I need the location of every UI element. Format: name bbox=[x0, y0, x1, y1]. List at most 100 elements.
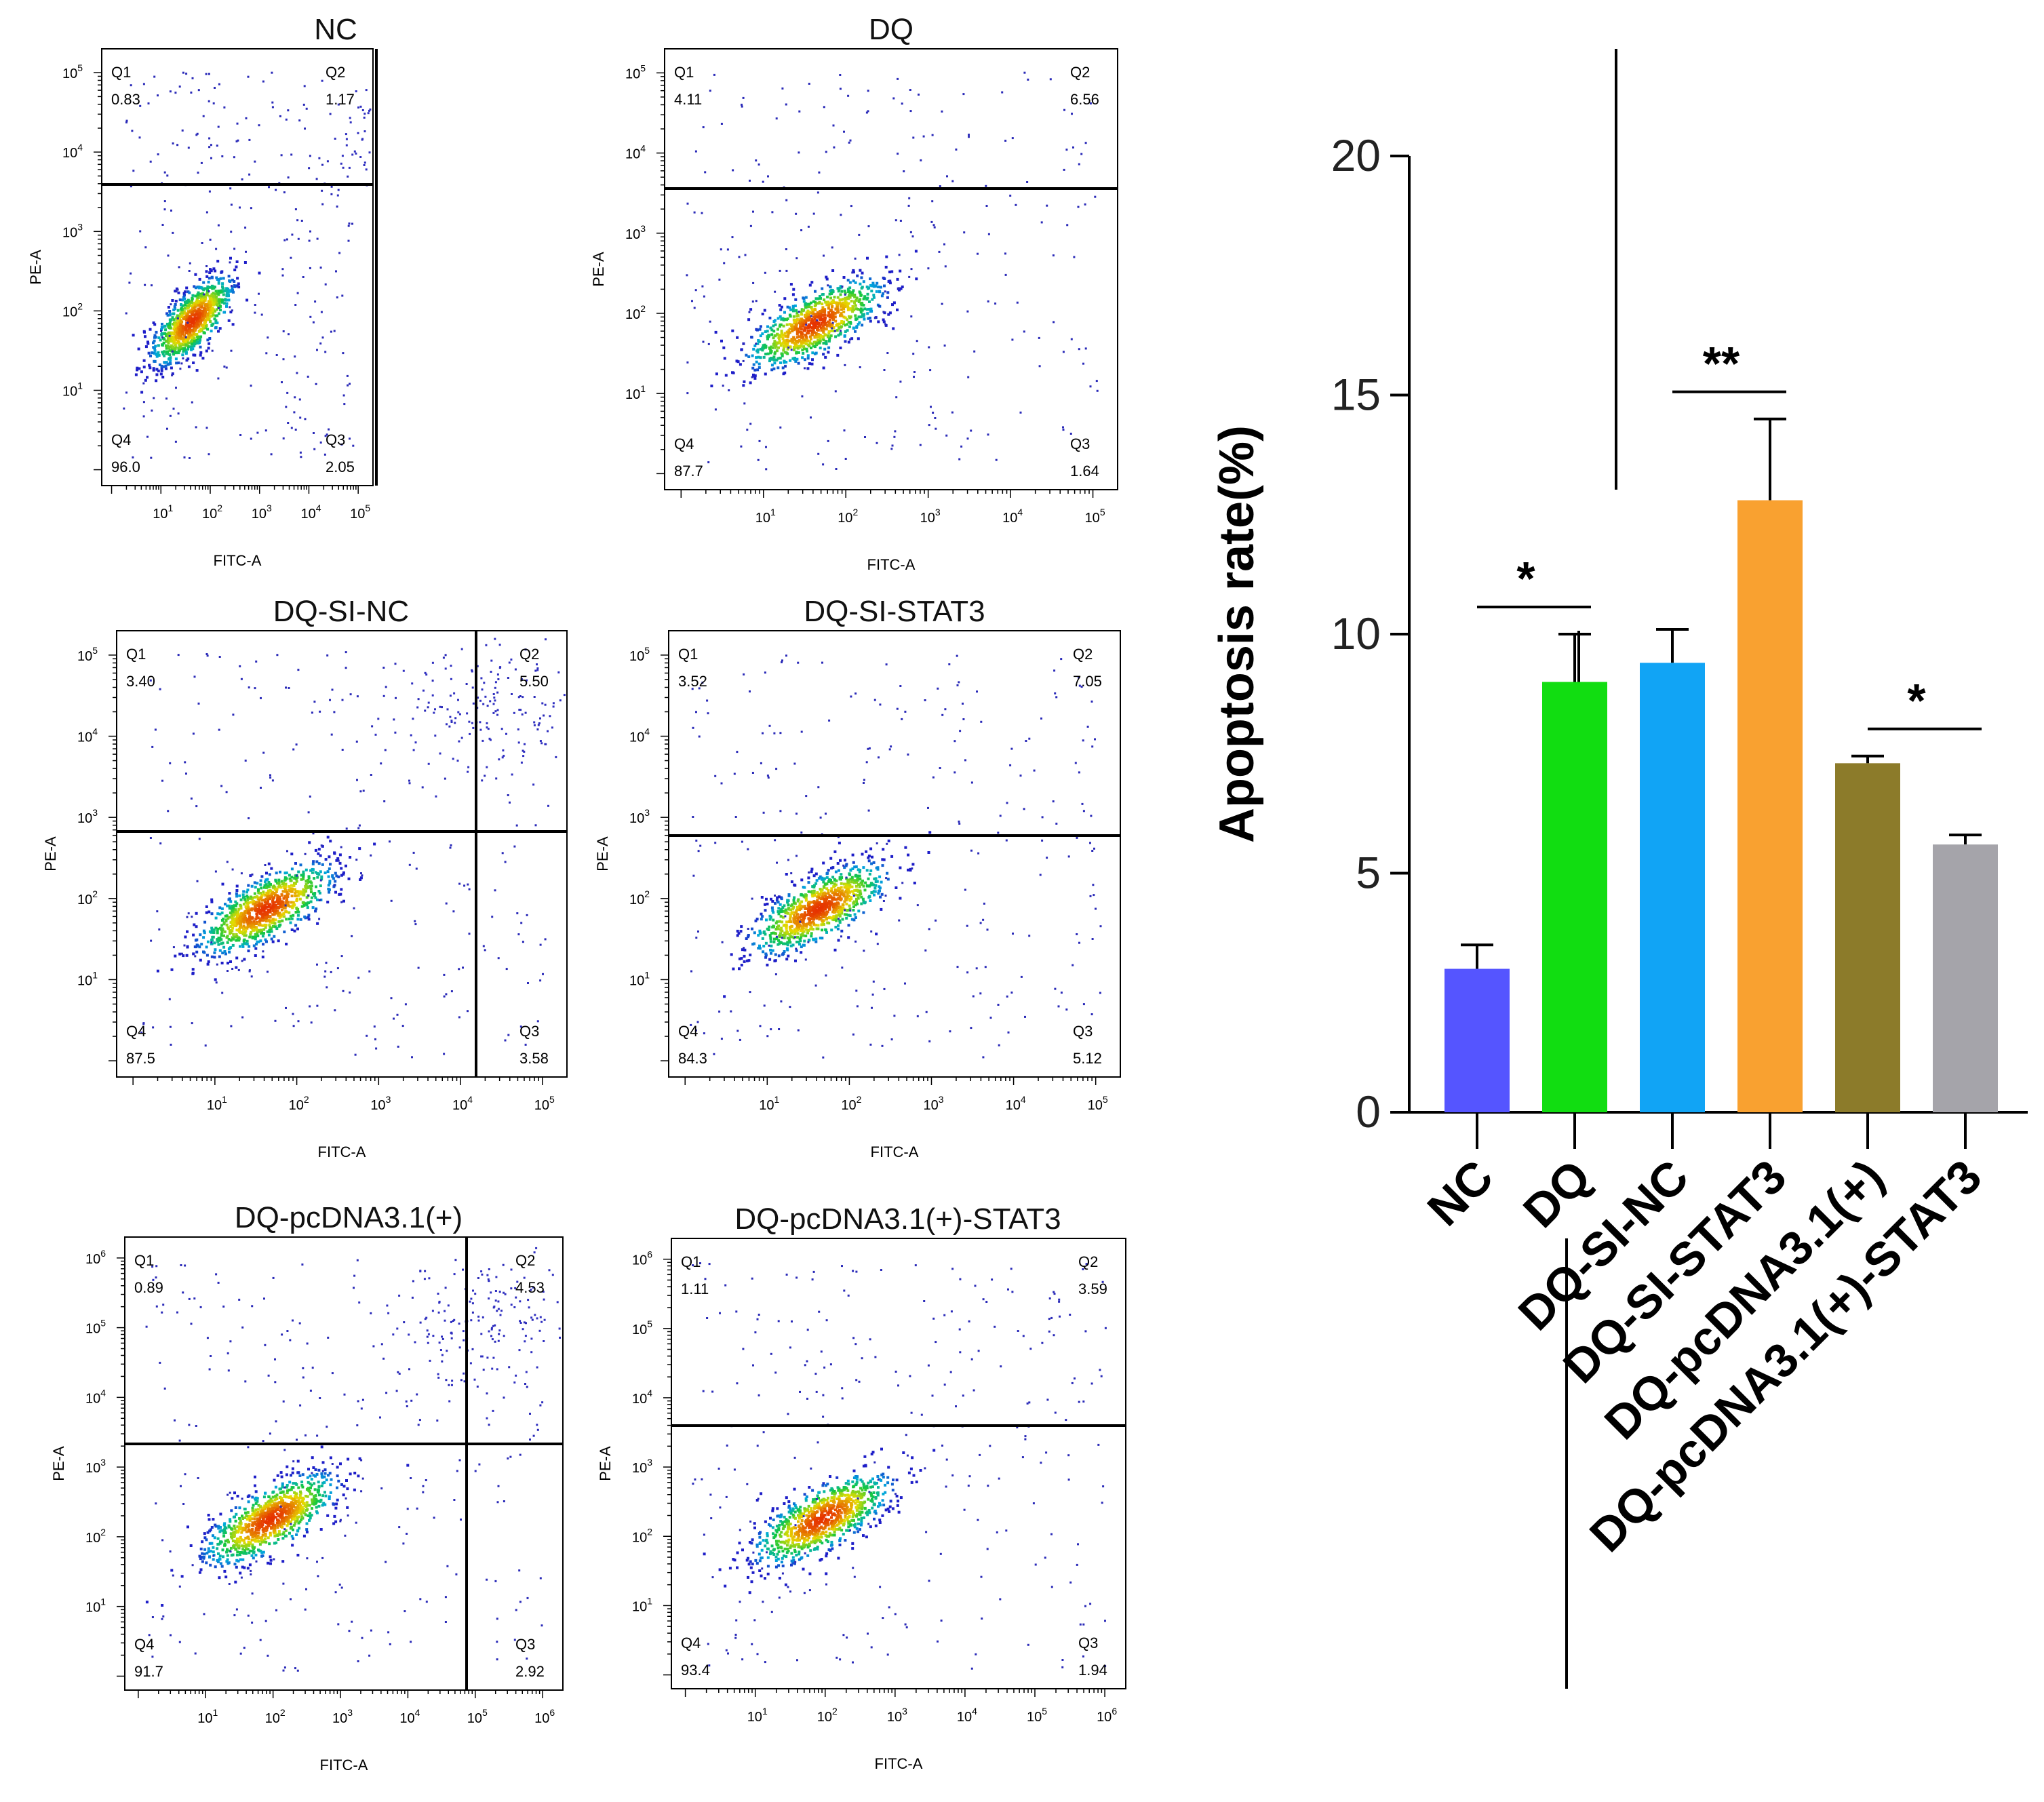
x-tick-label: 105 bbox=[350, 503, 370, 522]
event-dot bbox=[899, 254, 901, 256]
event-dot bbox=[170, 340, 173, 342]
event-dot bbox=[269, 916, 272, 919]
event-dot bbox=[479, 729, 481, 731]
event-dot bbox=[826, 296, 829, 298]
event-dot bbox=[445, 654, 447, 656]
event-dot bbox=[329, 699, 331, 701]
event-dot bbox=[485, 644, 487, 646]
event-dot bbox=[792, 309, 795, 312]
event-dot bbox=[763, 931, 766, 933]
event-dot bbox=[810, 306, 813, 309]
event-dot bbox=[218, 126, 220, 128]
event-dot bbox=[325, 858, 328, 861]
event-dot bbox=[203, 115, 205, 117]
event-dot bbox=[408, 780, 410, 782]
event-dot bbox=[342, 990, 345, 992]
event-dot bbox=[297, 911, 300, 914]
event-dot bbox=[785, 958, 788, 960]
event-dot bbox=[160, 330, 162, 332]
event-dot bbox=[764, 353, 767, 355]
event-dot bbox=[201, 302, 203, 305]
event-dot bbox=[201, 357, 204, 359]
event-dot bbox=[1026, 181, 1028, 183]
event-dot bbox=[815, 297, 818, 300]
event-dot bbox=[807, 357, 810, 359]
event-dot bbox=[191, 321, 193, 324]
event-dot bbox=[345, 651, 347, 653]
x-axis-label: FITC-A bbox=[214, 552, 262, 569]
event-dot bbox=[1094, 196, 1096, 198]
event-dot bbox=[304, 128, 306, 130]
event-dot bbox=[861, 287, 863, 290]
event-dot bbox=[285, 1007, 287, 1009]
event-dot bbox=[814, 309, 817, 311]
event-dot bbox=[329, 863, 332, 865]
event-dot bbox=[836, 323, 839, 326]
event-dot bbox=[212, 308, 214, 311]
event-dot bbox=[968, 134, 970, 136]
event-dot bbox=[450, 720, 452, 722]
event-dot bbox=[305, 869, 308, 871]
event-dot bbox=[153, 397, 155, 399]
event-dot bbox=[502, 749, 504, 751]
event-dot bbox=[814, 353, 817, 355]
event-dot bbox=[235, 266, 237, 269]
event-dot bbox=[359, 825, 361, 827]
event-dot bbox=[840, 930, 843, 933]
event-dot bbox=[472, 686, 474, 688]
event-dot bbox=[870, 290, 873, 292]
event-dot bbox=[199, 346, 202, 349]
event-dot bbox=[208, 290, 210, 292]
event-dot bbox=[863, 318, 865, 321]
event-dot bbox=[923, 136, 925, 138]
y-tick-label: 103 bbox=[62, 221, 83, 240]
event-dot bbox=[755, 356, 758, 359]
event-dot bbox=[823, 923, 825, 926]
event-dot bbox=[283, 358, 285, 360]
event-dot bbox=[231, 909, 233, 912]
event-dot bbox=[861, 313, 864, 316]
event-dot bbox=[252, 874, 254, 876]
event-dot bbox=[869, 320, 872, 323]
event-dot bbox=[686, 274, 688, 276]
event-dot bbox=[799, 903, 802, 905]
event-dot bbox=[220, 942, 223, 945]
event-dot bbox=[295, 899, 298, 902]
event-dot bbox=[357, 827, 359, 829]
event-dot bbox=[537, 1020, 539, 1022]
event-dot bbox=[255, 943, 258, 945]
event-dot bbox=[780, 927, 783, 930]
event-dot bbox=[192, 968, 195, 971]
event-dot bbox=[791, 338, 793, 340]
event-dot bbox=[302, 276, 304, 278]
event-dot bbox=[741, 964, 743, 966]
event-dot bbox=[328, 876, 330, 878]
q3-value: 3.58 bbox=[519, 1050, 549, 1067]
event-dot bbox=[913, 882, 916, 884]
event-dot bbox=[1004, 140, 1006, 142]
event-dot bbox=[342, 900, 345, 903]
event-dot bbox=[336, 296, 338, 298]
event-dot bbox=[536, 663, 538, 665]
event-dot bbox=[822, 463, 824, 465]
event-dot bbox=[907, 854, 909, 857]
event-dot bbox=[273, 884, 275, 887]
event-dot bbox=[286, 239, 288, 241]
event-dot bbox=[707, 461, 709, 463]
event-dot bbox=[487, 705, 489, 707]
event-dot bbox=[312, 906, 315, 909]
event-dot bbox=[345, 133, 347, 135]
event-dot bbox=[136, 367, 138, 370]
event-dot bbox=[802, 296, 804, 299]
event-dot bbox=[928, 831, 931, 834]
event-dot bbox=[302, 873, 305, 876]
event-dot bbox=[228, 275, 231, 277]
event-dot bbox=[363, 790, 365, 792]
event-dot bbox=[547, 805, 549, 807]
event-dot bbox=[165, 361, 168, 364]
event-dot bbox=[701, 212, 703, 214]
event-dot bbox=[743, 380, 745, 383]
event-dot bbox=[439, 753, 441, 755]
event-dot bbox=[184, 290, 186, 293]
event-dot bbox=[850, 880, 853, 883]
